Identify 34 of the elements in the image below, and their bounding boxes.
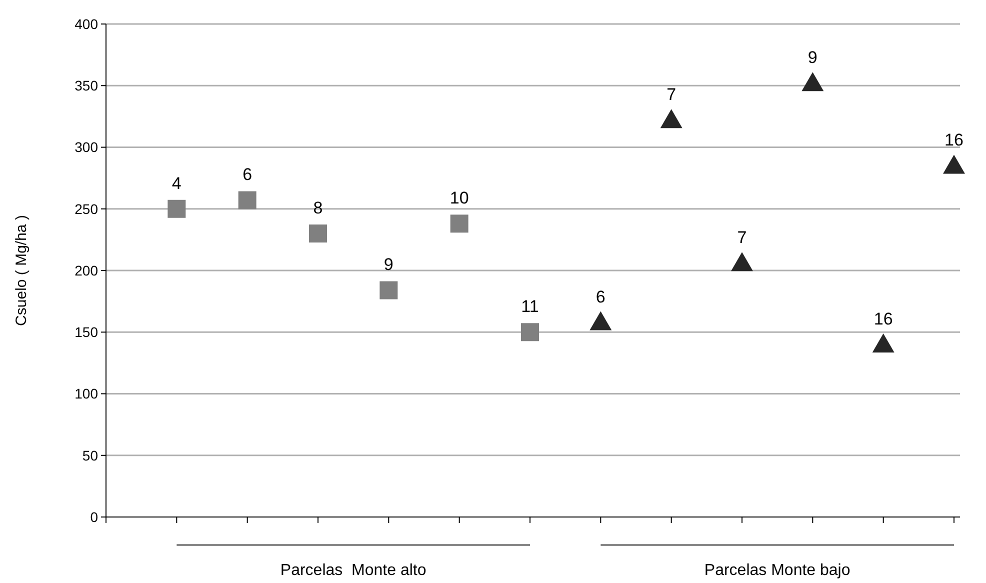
annotation: 9	[384, 255, 394, 274]
annotation: 6	[242, 165, 252, 184]
text: Parcelas Monte bajo	[704, 562, 850, 579]
annotation: 6	[596, 287, 606, 306]
annotation: 7	[666, 85, 676, 104]
y-tick-label: 200	[74, 262, 98, 278]
annotation: 10	[450, 188, 469, 208]
y-tick-label: 250	[74, 200, 98, 217]
y-tick-label: 400	[74, 16, 98, 32]
y-tick-label: 300	[74, 139, 98, 156]
y-tick-label: 100	[74, 386, 98, 402]
point	[660, 109, 682, 128]
annotation: 8	[313, 198, 323, 218]
point	[380, 281, 398, 300]
point	[731, 252, 753, 272]
y-axis-title: Csuelo ( Mg/ha )	[13, 215, 30, 326]
point	[802, 72, 824, 92]
y-tick-label: 150	[74, 324, 98, 340]
point	[450, 214, 468, 233]
y-tick-label: 350	[74, 78, 98, 94]
annotation: 16	[944, 130, 964, 150]
annotation: 4	[172, 174, 182, 193]
annotation: 9	[808, 48, 818, 68]
annotation: 16	[874, 309, 893, 328]
point	[521, 323, 539, 342]
point	[309, 224, 327, 243]
text: Parcelas Monte alto	[280, 562, 426, 579]
point	[943, 154, 965, 174]
y-tick-label: 50	[82, 447, 98, 464]
annotation: 7	[737, 228, 747, 248]
annotation: 11	[521, 297, 539, 316]
y-tick-label: 0	[90, 508, 98, 525]
point	[168, 200, 186, 218]
point	[238, 191, 256, 210]
